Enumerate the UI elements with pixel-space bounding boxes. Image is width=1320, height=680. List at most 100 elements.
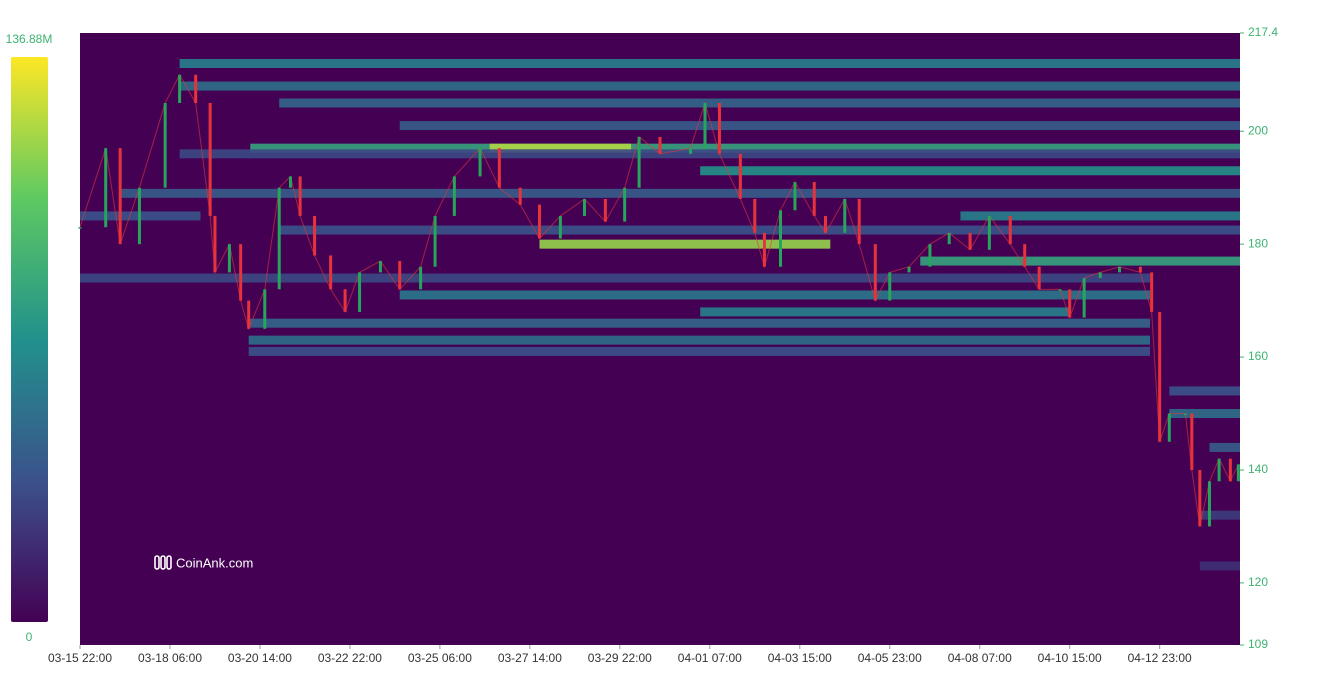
- candle: [558, 215, 562, 239]
- candle: [1098, 272, 1102, 279]
- x-tick-label: 04-08 07:00: [948, 651, 1012, 665]
- heat-band: [1169, 409, 1240, 419]
- candle: [658, 136, 662, 154]
- candle: [1190, 413, 1194, 470]
- candle: [208, 103, 212, 216]
- heat-band: [399, 290, 1151, 300]
- candle: [689, 148, 693, 154]
- candle: [1183, 413, 1187, 416]
- y-tick-label: 200: [1248, 123, 1268, 137]
- x-tick-label: 04-01 07:00: [678, 651, 742, 665]
- candle: [1023, 244, 1027, 267]
- candle: [968, 232, 972, 250]
- candle: [1228, 458, 1232, 482]
- heat-band: [700, 166, 1240, 176]
- candle: [1158, 311, 1162, 442]
- candle: [717, 103, 721, 154]
- heat-band: [248, 346, 1151, 356]
- candle: [637, 136, 641, 188]
- x-tick-label: 03-22 22:00: [318, 651, 382, 665]
- y-tick-label: 217.4: [1248, 25, 1278, 39]
- candle: [518, 187, 522, 205]
- color-max-label: 136.88M: [6, 32, 53, 46]
- candle: [1207, 481, 1211, 527]
- watermark-icon: [154, 555, 172, 570]
- candle: [1198, 469, 1202, 527]
- x-tick-label: 03-18 06:00: [138, 651, 202, 665]
- y-tick-label: 120: [1248, 575, 1268, 589]
- heat-band: [960, 211, 1240, 221]
- candle: [703, 103, 707, 149]
- heat-band: [489, 143, 632, 153]
- candle: [478, 148, 482, 177]
- candle: [907, 266, 911, 273]
- candle: [239, 244, 243, 301]
- watermark: CoinAnk.com: [176, 555, 253, 570]
- candle: [753, 198, 757, 233]
- heat-band: [399, 121, 1240, 131]
- candle: [263, 289, 267, 329]
- candle: [738, 153, 742, 199]
- color-min-label: 0: [26, 630, 33, 644]
- candle: [843, 198, 847, 233]
- candle: [1167, 413, 1171, 442]
- color-bar: [11, 57, 48, 622]
- y-tick-label: 109: [1248, 637, 1268, 651]
- candle: [433, 215, 437, 267]
- candle: [227, 244, 231, 273]
- candle: [343, 289, 347, 312]
- candle: [277, 187, 281, 290]
- y-tick-label: 160: [1248, 349, 1268, 363]
- x-tick-label: 04-12 23:00: [1128, 651, 1192, 665]
- candle: [928, 244, 932, 267]
- candle: [288, 176, 292, 188]
- heat-band: [179, 58, 1240, 68]
- candle: [452, 176, 456, 216]
- candle: [582, 198, 586, 216]
- x-tick-label: 04-10 15:00: [1038, 651, 1102, 665]
- candle: [329, 255, 333, 290]
- candle: [762, 232, 766, 267]
- heat-band: [700, 307, 1070, 317]
- heat-band: [179, 149, 1240, 159]
- candle: [1068, 289, 1072, 318]
- candle: [118, 148, 122, 245]
- heat-band: [120, 188, 1240, 198]
- heat-band: [250, 143, 1241, 153]
- y-tick-label: 140: [1248, 462, 1268, 476]
- candle: [1037, 266, 1041, 290]
- candle: [78, 227, 82, 229]
- candle: [888, 272, 892, 301]
- candle: [247, 300, 251, 329]
- x-tick-label: 03-25 06:00: [408, 651, 472, 665]
- candle: [178, 74, 182, 104]
- heat-band: [248, 318, 1151, 328]
- heat-band: [1199, 510, 1240, 520]
- candle: [778, 210, 782, 267]
- candle: [1138, 266, 1142, 273]
- heat-band: [1199, 561, 1240, 571]
- candle: [1236, 464, 1240, 482]
- candle: [313, 215, 317, 256]
- candle: [163, 103, 167, 188]
- candle: [194, 74, 198, 104]
- candle: [1008, 215, 1012, 245]
- heat-band: [80, 273, 1151, 283]
- candle: [812, 182, 816, 216]
- candle: [378, 261, 382, 273]
- heat-band: [1209, 442, 1240, 452]
- candle: [873, 244, 877, 301]
- x-tick-label: 03-20 14:00: [228, 651, 292, 665]
- heat-band: [179, 81, 1240, 91]
- candle: [538, 204, 542, 239]
- candle: [1118, 266, 1122, 273]
- x-tick-label: 03-27 14:00: [498, 651, 562, 665]
- heat-band: [279, 98, 1240, 108]
- x-tick-label: 04-03 15:00: [768, 651, 832, 665]
- candle: [358, 272, 362, 312]
- candle: [1058, 289, 1062, 291]
- candle: [137, 187, 141, 245]
- heat-band: [279, 225, 1240, 235]
- candle: [298, 176, 302, 216]
